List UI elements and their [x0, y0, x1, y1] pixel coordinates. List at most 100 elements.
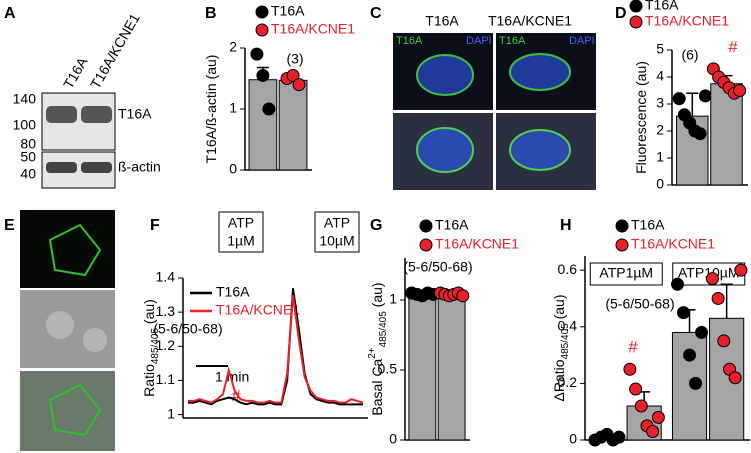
y-tick-label: 1.2 — [156, 337, 176, 353]
y-tick-label: 0 — [656, 176, 664, 192]
y-axis-label-part: (au) — [141, 299, 157, 328]
marker: 80 — [20, 136, 36, 152]
panel-label: A — [4, 5, 16, 22]
category-box — [589, 262, 663, 286]
y-axis-label-part: Basal Ca — [369, 359, 385, 416]
legend-swatch — [419, 238, 433, 252]
stimulus-box — [314, 211, 360, 253]
data-point — [733, 84, 747, 97]
y-tick-label: 2 — [229, 39, 237, 55]
y-axis-label: Fluorescence (au) — [633, 61, 649, 174]
y-tick-label: 1 — [656, 149, 664, 165]
data-point — [250, 47, 264, 61]
y-axis-label: Ratio485/405 (au) — [141, 299, 161, 397]
y-axis-label-part: 485/405 — [150, 328, 161, 365]
data-point — [677, 306, 691, 320]
data-point — [256, 68, 270, 82]
error-bar — [686, 92, 699, 117]
panel-label: E — [4, 217, 15, 234]
y-tick-label: 1 — [167, 405, 175, 421]
annotation: (5-6/50-68) — [153, 321, 222, 337]
channel-label: DAPI — [466, 35, 492, 47]
micrographs — [20, 210, 115, 451]
legend-label: T16A/KCNE1 — [645, 13, 729, 29]
y-tick-label: 1.4 — [156, 269, 176, 285]
legend-label: T16A — [631, 217, 665, 233]
y-axis-label-part: Ratio — [141, 364, 157, 397]
column-label: T16A — [425, 13, 459, 29]
data-point — [292, 78, 306, 92]
annotation: # — [728, 37, 738, 56]
annotation: (6) — [681, 47, 698, 63]
annotation: (5-6/50-68) — [605, 296, 674, 312]
band — [46, 106, 77, 123]
y-tick-label: 0.2 — [558, 374, 578, 390]
bar — [437, 295, 466, 441]
bar — [710, 83, 743, 186]
legend-swatch — [615, 219, 629, 233]
column-label: T16A/KCNE1 — [488, 13, 572, 29]
y-axis-label: Basal Ca2+485/405 (au) — [367, 282, 389, 415]
data-point — [671, 277, 685, 291]
stimulus-label: 1µM — [227, 233, 255, 249]
line — [188, 294, 364, 404]
marker: 50 — [20, 149, 36, 165]
data-point — [262, 102, 276, 116]
data-point — [629, 382, 643, 396]
legend-swatch — [255, 5, 269, 19]
y-tick-label: 2 — [656, 122, 664, 138]
data-point — [705, 272, 719, 286]
y-tick-label: 0 — [229, 161, 237, 177]
y-axis-label-part: Fluorescence (au) — [633, 61, 649, 174]
stimulus-box — [218, 211, 264, 253]
bar — [278, 79, 308, 171]
y-axis-label-part: 485/405 — [560, 323, 571, 360]
legend-label: T16A — [216, 284, 250, 300]
panel-label: C — [370, 5, 382, 22]
y-tick-label: 0 — [389, 431, 397, 447]
marker: 140 — [13, 91, 37, 107]
lane-label: T16A — [60, 54, 91, 92]
marker: 40 — [20, 166, 36, 182]
y-axis-label-part: ΔRatio — [551, 359, 567, 401]
panel-label: B — [205, 5, 217, 22]
band — [46, 162, 77, 173]
legend-swatch — [419, 219, 433, 233]
data-point — [623, 362, 637, 376]
line — [188, 288, 363, 406]
stimulus-label: 10µM — [319, 233, 354, 249]
error-bar — [720, 283, 733, 319]
channel-label: T16A — [499, 35, 526, 47]
data-point — [612, 430, 626, 444]
category-label: ATP10µM — [678, 265, 740, 281]
y-tick-label: 1.1 — [156, 371, 176, 387]
data-point — [672, 92, 686, 106]
bar — [248, 79, 278, 171]
y-tick-label: 0 — [569, 431, 577, 447]
category-label: ATP1µM — [599, 265, 653, 281]
data-point — [698, 89, 712, 103]
legend-label: T16A/KCNE1 — [271, 21, 355, 37]
data-point — [695, 325, 709, 339]
y-tick-label: 0.5 — [378, 361, 398, 377]
legend-swatch — [629, 15, 643, 29]
data-point — [286, 68, 300, 82]
bar — [671, 331, 708, 441]
panel-label: G — [370, 217, 382, 234]
stimulus-label: ATP — [324, 215, 350, 231]
y-axis-label: T16A/ß-actin (au) — [203, 55, 219, 164]
band-label: T16A — [118, 106, 152, 122]
y-axis-label-part: 485/405 — [378, 311, 389, 348]
micrographs — [393, 33, 596, 190]
annotation: # — [231, 386, 241, 405]
y-axis-label-part: 2+ — [367, 347, 378, 359]
data-point — [651, 410, 665, 424]
legend-swatch — [255, 23, 269, 37]
y-tick-label: 1.3 — [156, 303, 176, 319]
bar — [408, 293, 437, 441]
data-point — [728, 371, 742, 385]
panel-label: H — [560, 217, 572, 234]
annotation: (5-6/50-68) — [403, 259, 472, 275]
data-point — [646, 425, 660, 439]
